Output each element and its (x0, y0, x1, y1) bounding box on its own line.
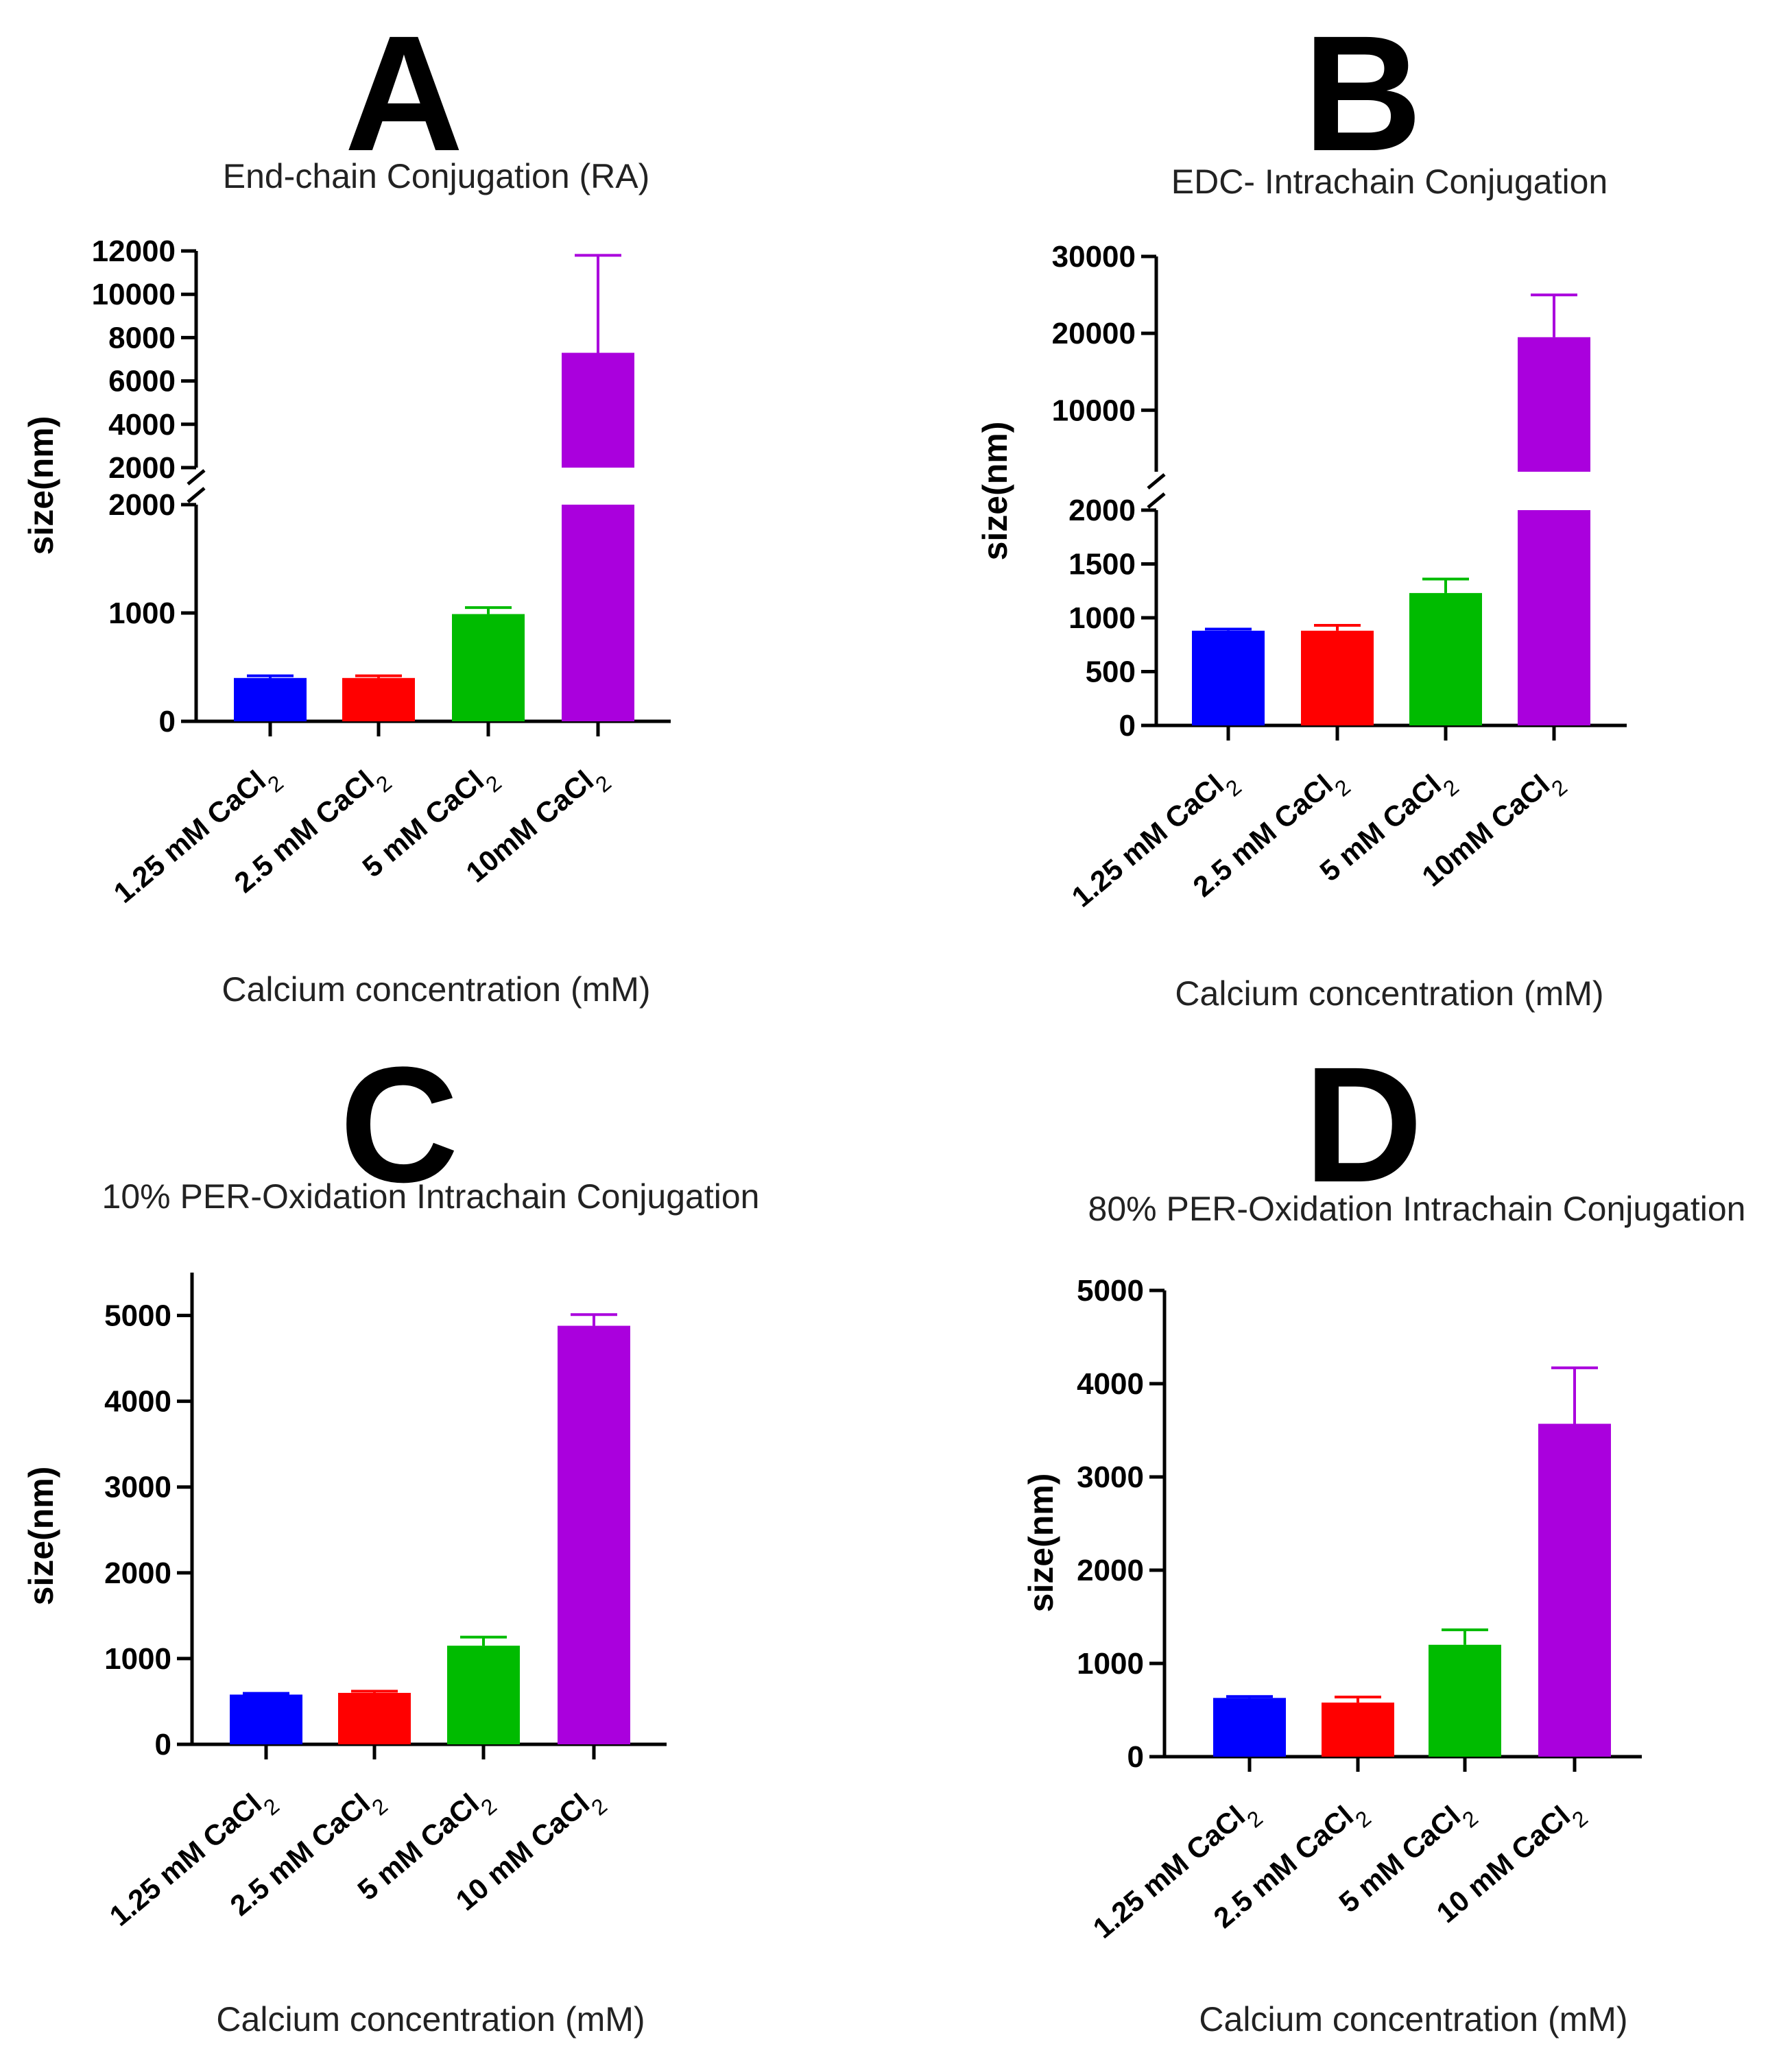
y-tick-label: 1000 (1077, 1647, 1144, 1681)
y-tick-label: 1000 (104, 1642, 171, 1676)
y-tick-label: 4000 (1077, 1367, 1144, 1401)
x-axis-label: Calcium concentration (mM) (1199, 2000, 1628, 2038)
axis-break-mark (187, 469, 206, 485)
bar (1322, 1703, 1394, 1757)
x-axis-label: Calcium concentration (mM) (222, 970, 651, 1009)
chart-title: 80% PER-Oxidation Intrachain Conjugation (1088, 1190, 1746, 1228)
bar (1518, 337, 1590, 472)
y-tick-label: 500 (1086, 655, 1136, 689)
bar (230, 1694, 302, 1744)
x-axis-label: Calcium concentration (mM) (216, 2000, 645, 2038)
y-tick-label: 2000 (1068, 494, 1136, 527)
panel-letter: D (1304, 1033, 1422, 1216)
axis-break-mark (1147, 492, 1166, 509)
bar (562, 352, 634, 468)
y-tick-label: 0 (1127, 1740, 1144, 1774)
bar (1192, 630, 1265, 725)
axis-break-mark (1147, 473, 1166, 490)
panel-d: D 80% PER-Oxidation Intrachain Conjugati… (896, 1028, 1791, 2057)
bar (452, 614, 525, 721)
panel-letter: B (1303, 1, 1422, 185)
bar (562, 505, 634, 721)
chart-title: End-chain Conjugation (RA) (222, 157, 650, 195)
category-label: 1.25 mM CaCl2 (1087, 1792, 1267, 1953)
bar (338, 1692, 411, 1744)
category-label: 1.25 mM CaCl2 (104, 1779, 284, 1940)
y-tick-label: 0 (1119, 709, 1136, 743)
y-tick-label: 4000 (104, 1385, 171, 1419)
y-tick-label: 5000 (1077, 1274, 1144, 1308)
y-tick-label: 2000 (108, 488, 176, 522)
x-axis-label: Calcium concentration (mM) (1175, 974, 1604, 1013)
y-tick-label: 10000 (1052, 394, 1136, 427)
panel-a: A End-chain Conjugation (RA) size(nm) Ca… (0, 0, 896, 1028)
y-tick-label: 3000 (104, 1471, 171, 1504)
y-tick-label: 10000 (92, 278, 176, 311)
panel-c: C 10% PER-Oxidation Intrachain Conjugati… (0, 1028, 896, 2057)
category-label: 1.25 mM CaCl2 (108, 756, 288, 917)
y-tick-label: 20000 (1052, 317, 1136, 350)
bar (234, 677, 307, 721)
bar (1538, 1423, 1611, 1757)
bar (1518, 510, 1590, 725)
y-tick-label: 2000 (108, 451, 176, 485)
y-tick-label: 0 (155, 1728, 171, 1761)
bar (1429, 1644, 1501, 1757)
y-tick-label: 12000 (92, 234, 176, 268)
y-tick-label: 2000 (104, 1556, 171, 1590)
bar (1213, 1698, 1286, 1757)
bar (447, 1646, 520, 1744)
y-tick-label: 2000 (1077, 1554, 1144, 1587)
bar (342, 677, 415, 721)
chart-plot: 0 500 1000 1500 2000 10000 20000 30000 1.25 mM C… (1052, 240, 1627, 922)
y-tick-label: 4000 (108, 408, 176, 442)
category-label: 1.25 mM CaCl2 (1066, 760, 1246, 922)
panel-b: B EDC- Intrachain Conjugation size(nm) C… (896, 0, 1791, 1028)
y-tick-label: 6000 (108, 365, 176, 398)
panel-letter: C (339, 1033, 458, 1216)
y-tick-label: 1000 (1068, 601, 1136, 635)
bar (558, 1325, 630, 1744)
y-tick-label: 0 (159, 705, 176, 738)
chart-title: EDC- Intrachain Conjugation (1171, 163, 1608, 201)
y-tick-label: 1000 (108, 597, 176, 630)
y-tick-label: 5000 (104, 1299, 171, 1333)
y-tick-label: 1500 (1068, 548, 1136, 581)
y-tick-label: 3000 (1077, 1460, 1144, 1494)
bar (1409, 592, 1482, 725)
bar (1301, 630, 1374, 725)
panel-letter: A (344, 1, 463, 185)
y-tick-label: 30000 (1052, 240, 1136, 274)
axis-break-mark (187, 487, 206, 503)
y-tick-label: 8000 (108, 321, 176, 354)
chart-title: 10% PER-Oxidation Intrachain Conjugation (101, 1177, 760, 1216)
